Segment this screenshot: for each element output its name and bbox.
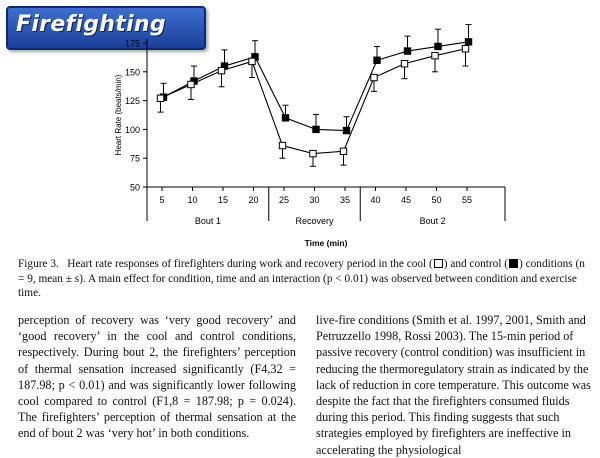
data-point-open [217, 66, 226, 75]
series-line [160, 48, 466, 155]
caption-text-part1: Heart rate responses of firefighters dur… [67, 258, 433, 270]
x-tick-label: 25 [279, 195, 289, 205]
data-point-open [400, 60, 409, 68]
x-tick-label: 35 [340, 195, 350, 205]
heart-rate-chart: 50 75 100 125 150 175 5 10 15 20 25 30 35 40 45 50 55 Bou… [114, 24, 506, 248]
x-tick-label: 40 [370, 195, 380, 205]
title-banner: Firefighting [6, 6, 206, 50]
period-label: Bout 1 [195, 216, 221, 226]
caption-text-part2: ) and control ( [443, 258, 509, 270]
y-tick-label: 50 [130, 183, 140, 193]
data-point-filled [312, 125, 320, 134]
data-point-open [431, 51, 439, 60]
y-tick-label: 125 [125, 96, 140, 106]
y-tick-label: 75 [130, 154, 140, 164]
data-point-open [309, 149, 317, 158]
data-point-filled [342, 126, 351, 135]
x-tick-label: 45 [401, 195, 411, 205]
data-point-open [187, 80, 195, 89]
x-tick-label: 10 [187, 195, 197, 205]
x-tick-label: 15 [218, 195, 228, 205]
data-point-open [156, 94, 165, 102]
caption-text-part3: ) conditions (n = 9, mean ± s). A main e… [18, 258, 585, 299]
period-label: Bout 2 [420, 216, 446, 226]
data-point-filled [373, 56, 381, 64]
y-tick-label: 175 [125, 39, 140, 49]
y-axis-title: Heart Rate (beats/min) [114, 74, 123, 155]
y-tick-label: 150 [125, 67, 140, 77]
x-axis-title: Time (min) [305, 238, 348, 248]
x-tick-label: 50 [431, 195, 441, 205]
data-point-open [339, 147, 348, 155]
x-tick-label: 20 [248, 195, 258, 205]
x-tick-label: 55 [462, 195, 472, 205]
data-point-filled [403, 47, 412, 55]
data-point-filled [281, 114, 290, 122]
y-tick-label: 100 [125, 125, 140, 135]
x-tick-label: 5 [159, 195, 164, 205]
body-text-left-column: perception of recovery was ‘very good re… [18, 313, 296, 441]
data-point-filled [464, 38, 473, 46]
body-text-right-column: live-fire conditions (Smith et al. 1997,… [316, 313, 591, 457]
data-point-open [248, 57, 256, 66]
figure-caption: Figure 3. Heart rate responses of firefi… [18, 257, 593, 301]
caption-figure-label: Figure 3. [18, 258, 59, 270]
banner-title: Firefighting [16, 12, 166, 37]
data-point-open [278, 141, 287, 150]
open-square-icon [433, 259, 443, 268]
filled-square-icon [509, 259, 519, 268]
data-point-open [370, 73, 378, 82]
period-label: Recovery [295, 216, 334, 226]
data-point-filled [434, 42, 442, 51]
data-point-open [461, 45, 470, 53]
x-tick-label: 30 [309, 195, 319, 205]
